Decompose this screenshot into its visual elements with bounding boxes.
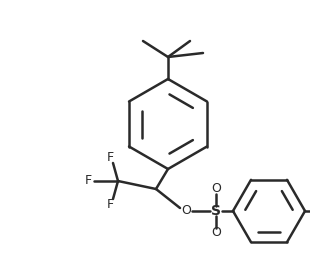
Text: O: O: [181, 205, 191, 218]
Text: S: S: [211, 204, 221, 218]
Text: O: O: [211, 183, 221, 196]
Text: F: F: [84, 175, 91, 188]
Text: F: F: [106, 198, 113, 212]
Text: O: O: [211, 227, 221, 240]
Text: F: F: [106, 150, 113, 163]
